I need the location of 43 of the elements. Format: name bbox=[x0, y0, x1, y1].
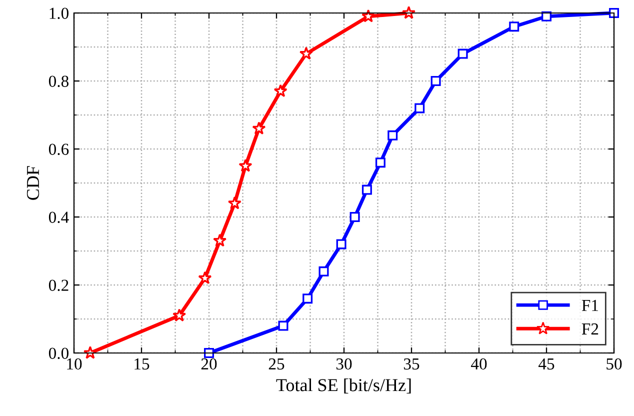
y-tick-label: 0.6 bbox=[48, 144, 69, 156]
x-tick-label: 10 bbox=[67, 358, 82, 370]
point bbox=[375, 158, 386, 168]
x-tick-label: 35 bbox=[404, 358, 420, 370]
x-tick-label: 15 bbox=[134, 358, 150, 370]
point bbox=[252, 122, 266, 134]
x-tick-label: 45 bbox=[538, 358, 554, 370]
point bbox=[198, 271, 212, 284]
point bbox=[458, 48, 468, 59]
point bbox=[414, 103, 425, 114]
point bbox=[509, 22, 520, 32]
x-axis-title: Total SE [bit/s/Hz] bbox=[276, 378, 411, 394]
point bbox=[213, 234, 227, 247]
point bbox=[336, 239, 346, 250]
y-axis-title: CDF bbox=[26, 166, 40, 200]
x-tick-label: 30 bbox=[336, 358, 352, 370]
point bbox=[402, 6, 416, 19]
point bbox=[278, 320, 288, 331]
point bbox=[362, 184, 372, 195]
point bbox=[238, 158, 252, 172]
x-tick-label: 40 bbox=[470, 358, 487, 370]
x-tick-label: 50 bbox=[606, 358, 622, 370]
y-tick-label: 0.8 bbox=[48, 76, 69, 88]
point bbox=[299, 46, 313, 60]
point bbox=[350, 212, 360, 222]
legend-label: F2 bbox=[582, 323, 598, 334]
point bbox=[430, 76, 441, 86]
x-tick-label: 25 bbox=[268, 358, 284, 370]
point bbox=[318, 266, 329, 276]
y-tick-label: 0.4 bbox=[48, 212, 69, 224]
point bbox=[274, 84, 288, 98]
point bbox=[172, 308, 186, 322]
point bbox=[204, 348, 214, 358]
point bbox=[228, 196, 242, 210]
y-tick-label: 0.2 bbox=[48, 280, 68, 292]
legend-label: F1 bbox=[582, 300, 598, 311]
point bbox=[362, 9, 376, 22]
point bbox=[388, 130, 398, 140]
x-tick-label: 20 bbox=[201, 358, 217, 370]
point bbox=[302, 294, 313, 304]
y-tick-label: 1.0 bbox=[50, 8, 69, 20]
y-tick-label: 0.0 bbox=[48, 348, 69, 360]
point bbox=[542, 11, 552, 22]
